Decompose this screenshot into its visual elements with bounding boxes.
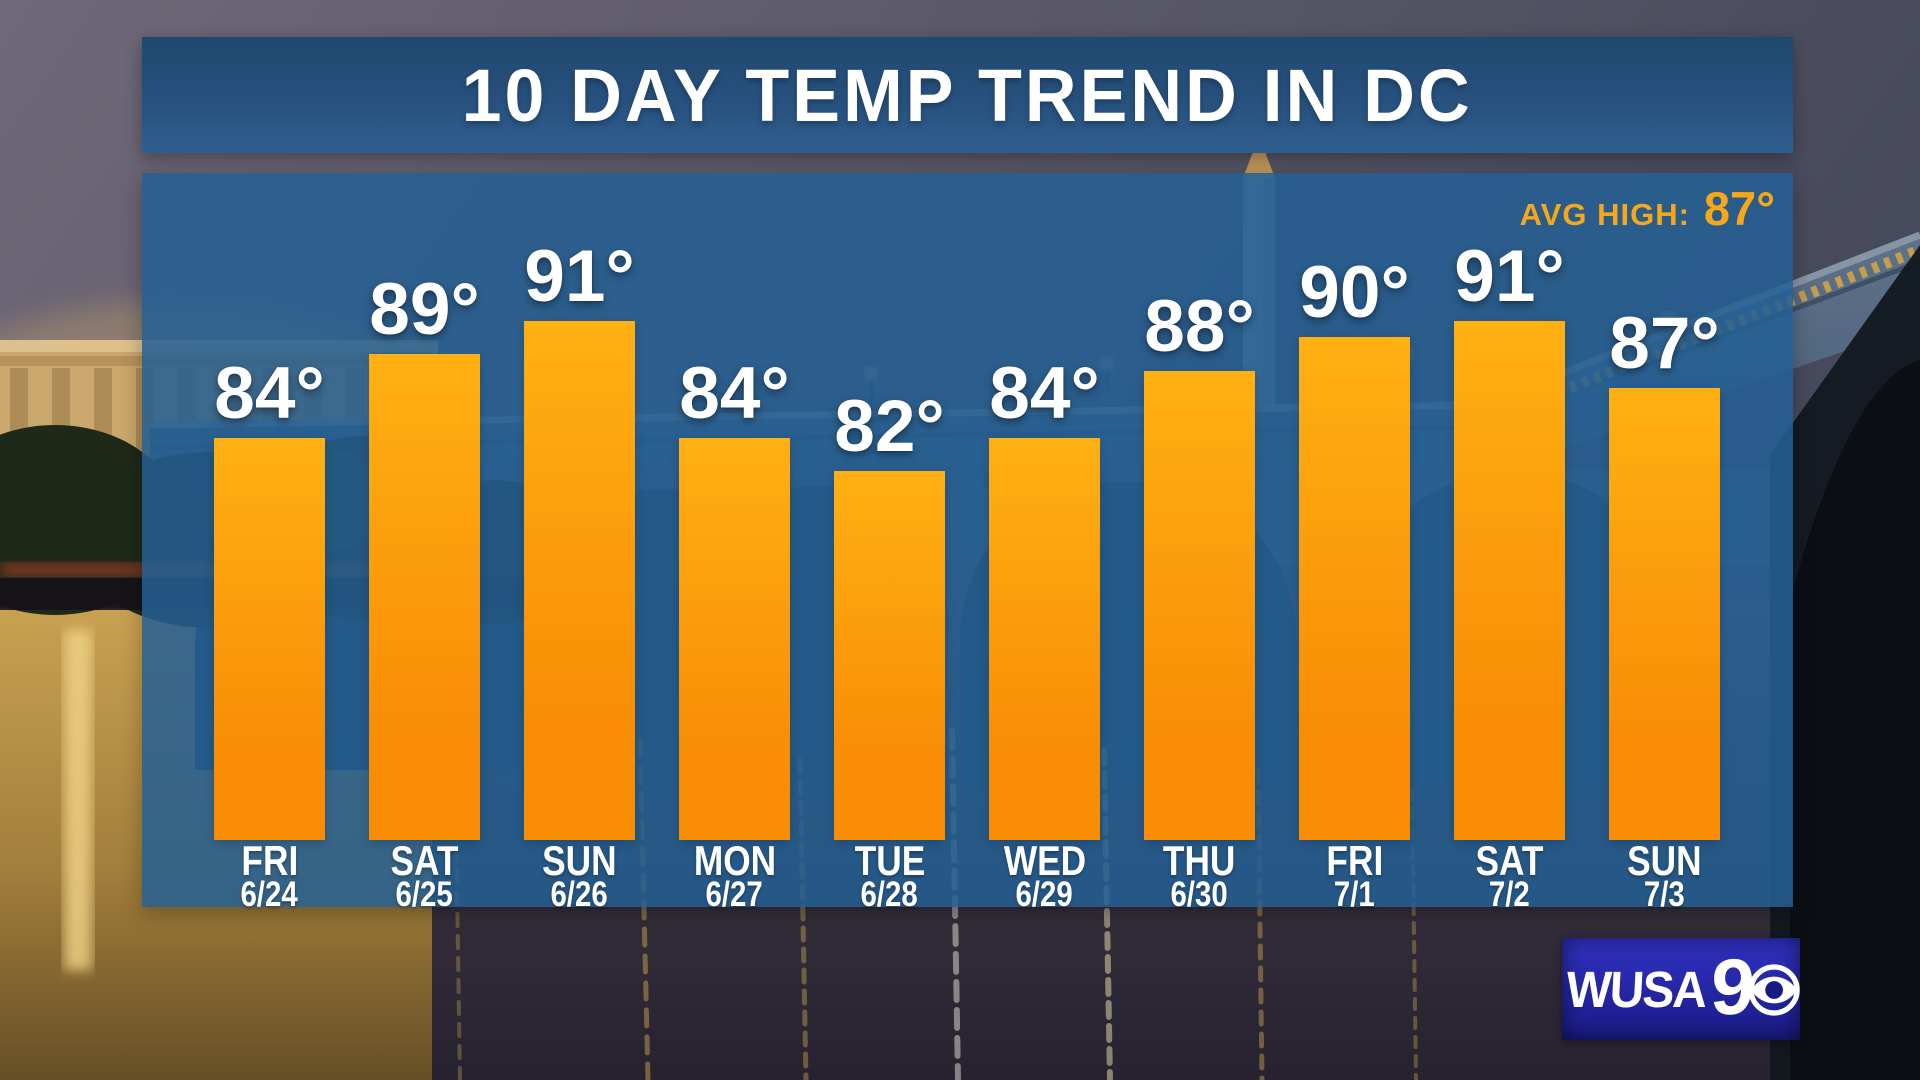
day-name: FRI bbox=[1326, 837, 1383, 884]
temperature-value: 88° bbox=[1144, 286, 1255, 367]
x-axis-label: SAT 6/25 bbox=[340, 837, 510, 912]
day-name: SUN bbox=[1627, 837, 1702, 884]
day-name: TUE bbox=[854, 837, 925, 884]
day-date: 7/3 bbox=[1644, 874, 1685, 914]
bar-chart: 84° FRI 6/24 89° SAT 6/25 91° SUN 6/26 8… bbox=[214, 173, 1721, 912]
chart-panel: AVG HIGH: 87° 84° FRI 6/24 89° SAT 6/25 … bbox=[142, 173, 1793, 912]
temperature-value: 84° bbox=[989, 353, 1100, 434]
temperature-label: 89° bbox=[369, 273, 480, 346]
temperature-value: 84° bbox=[214, 353, 325, 434]
day-date: 7/2 bbox=[1489, 874, 1530, 914]
temperature-label: 91° bbox=[524, 240, 635, 313]
day-date: 6/29 bbox=[1015, 874, 1074, 914]
bar-column: 84° FRI 6/24 bbox=[214, 173, 325, 912]
station-logo-text: WUSA bbox=[1564, 960, 1707, 1018]
temperature-bar bbox=[369, 354, 480, 840]
x-axis-label: MON 6/27 bbox=[650, 837, 820, 912]
station-logo: WUSA 9 bbox=[1562, 938, 1800, 1040]
temperature-value: 82° bbox=[834, 386, 945, 467]
station-logo-number: 9 bbox=[1708, 941, 1758, 1031]
day-date: 7/1 bbox=[1334, 874, 1375, 914]
temperature-bar bbox=[1299, 337, 1410, 840]
temperature-label: 87° bbox=[1609, 307, 1720, 380]
day-name: SAT bbox=[1475, 837, 1544, 884]
temperature-label: 90° bbox=[1299, 256, 1410, 329]
bar-column: 82° TUE 6/28 bbox=[834, 173, 945, 912]
x-axis-label: SUN 6/26 bbox=[495, 837, 665, 912]
temperature-bar bbox=[989, 438, 1100, 840]
x-axis-label: SUN 7/3 bbox=[1580, 837, 1750, 912]
temperature-bar bbox=[1144, 371, 1255, 840]
title-bar: 10 DAY TEMP TREND IN DC bbox=[142, 37, 1793, 153]
temperature-value: 90° bbox=[1299, 252, 1410, 333]
avg-high-label: AVG HIGH: bbox=[1519, 197, 1690, 232]
bar-column: 84° WED 6/29 bbox=[989, 173, 1100, 912]
day-name: SAT bbox=[390, 837, 459, 884]
day-date: 6/27 bbox=[705, 874, 764, 914]
temperature-bar bbox=[1609, 388, 1720, 840]
day-name: FRI bbox=[241, 837, 298, 884]
bar-column: 91° SUN 6/26 bbox=[524, 173, 635, 912]
x-axis-label: WED 6/29 bbox=[960, 837, 1130, 912]
day-name: THU bbox=[1163, 837, 1236, 884]
day-date: 6/24 bbox=[240, 874, 299, 914]
temperature-bar bbox=[214, 438, 325, 840]
temperature-label: 88° bbox=[1144, 290, 1255, 363]
day-date: 6/25 bbox=[395, 874, 454, 914]
day-name: WED bbox=[1003, 837, 1086, 884]
bar-column: 87° SUN 7/3 bbox=[1609, 173, 1720, 912]
page-title: 10 DAY TEMP TREND IN DC bbox=[462, 53, 1473, 137]
temperature-label: 82° bbox=[834, 390, 945, 463]
temperature-bar bbox=[679, 438, 790, 840]
temperature-label: 84° bbox=[214, 357, 325, 430]
temperature-bar bbox=[524, 321, 635, 840]
temperature-value: 91° bbox=[524, 236, 635, 317]
avg-high-annotation: AVG HIGH: 87° bbox=[1520, 181, 1775, 236]
temperature-value: 91° bbox=[1454, 236, 1565, 317]
bar-column: 88° THU 6/30 bbox=[1144, 173, 1255, 912]
bar-column: 90° FRI 7/1 bbox=[1299, 173, 1410, 912]
day-date: 6/28 bbox=[860, 874, 919, 914]
temperature-value: 89° bbox=[369, 269, 480, 350]
bar-column: 84° MON 6/27 bbox=[679, 173, 790, 912]
temperature-bar bbox=[1454, 321, 1565, 840]
temperature-label: 84° bbox=[679, 357, 790, 430]
x-axis-label: THU 6/30 bbox=[1115, 837, 1285, 912]
day-date: 6/26 bbox=[550, 874, 609, 914]
temperature-label: 84° bbox=[989, 357, 1100, 430]
avg-high-value: 87° bbox=[1703, 182, 1775, 235]
bar-column: 91° SAT 7/2 bbox=[1454, 173, 1565, 912]
temperature-value: 84° bbox=[679, 353, 790, 434]
temperature-bar bbox=[834, 471, 945, 840]
day-name: SUN bbox=[542, 837, 617, 884]
x-axis-label: FRI 7/1 bbox=[1270, 837, 1440, 912]
x-axis-label: SAT 7/2 bbox=[1425, 837, 1595, 912]
cbs-eye-icon bbox=[1748, 964, 1800, 1016]
temperature-value: 87° bbox=[1609, 303, 1720, 384]
bar-column: 89° SAT 6/25 bbox=[369, 173, 480, 912]
x-axis-label: FRI 6/24 bbox=[185, 837, 355, 912]
day-name: MON bbox=[693, 837, 776, 884]
x-axis-label: TUE 6/28 bbox=[805, 837, 975, 912]
day-date: 6/30 bbox=[1170, 874, 1229, 914]
temperature-label: 91° bbox=[1454, 240, 1565, 313]
